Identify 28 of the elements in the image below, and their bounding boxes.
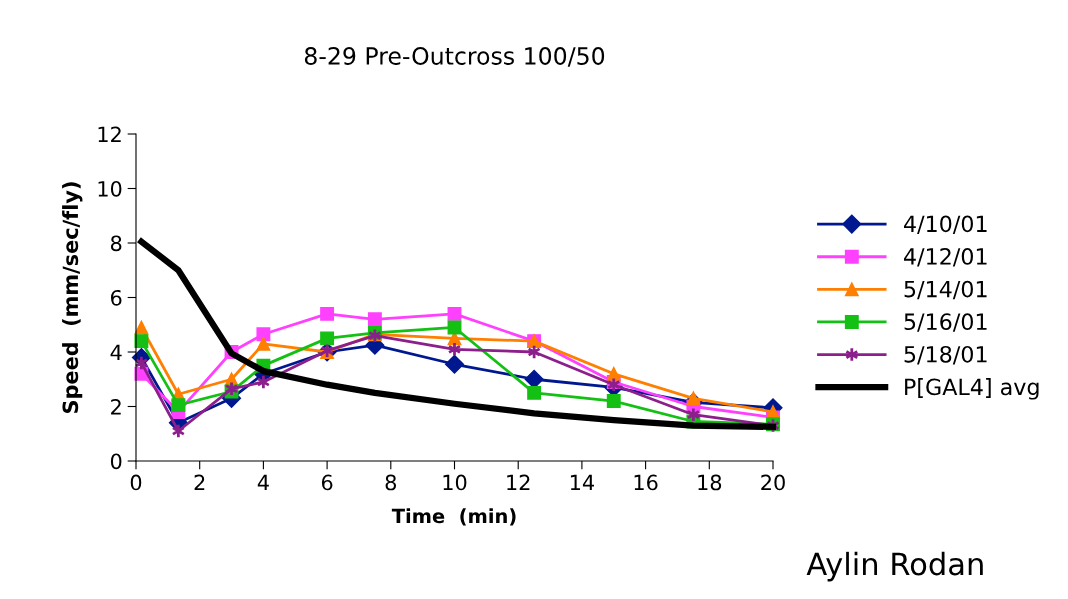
y-tick-label: 0: [110, 453, 122, 470]
x-tick-label: 14: [570, 474, 594, 491]
x-tick-label: 20: [761, 474, 785, 491]
x-tick-label: 16: [634, 474, 658, 491]
y-tick-label: 4: [110, 344, 122, 360]
text: Aylin Rodan: [806, 551, 983, 582]
x-axis-title: Time (min): [391, 508, 516, 526]
legend-label: 5/14/01: [904, 280, 987, 300]
legend-label: 4/10/01: [904, 215, 987, 234]
x-tick-label: 6: [321, 474, 333, 491]
x-tick-label: 18: [698, 474, 722, 491]
y-tick-label: 12: [98, 126, 121, 142]
y-tick-label: 6: [111, 289, 122, 306]
chart-title: 8-29 Pre-Outcross 100/50: [304, 47, 605, 67]
legend-label: 5/18/01: [904, 345, 987, 365]
x-tick-label: 12: [507, 474, 530, 491]
x-tick-label: 2: [194, 474, 205, 491]
y-tick-label: 8: [110, 235, 122, 252]
x-tick-label: 4: [257, 474, 269, 491]
y-tick-label: 10: [98, 180, 122, 197]
legend-label: P[GAL4] avg: [905, 378, 1039, 400]
y-tick-label: 2: [111, 398, 121, 415]
x-tick-label: 10: [443, 474, 467, 491]
legend-label: 4/12/01: [904, 248, 987, 267]
legend-label: 5/16/01: [904, 313, 987, 332]
x-tick-label: 8: [385, 474, 396, 491]
x-tick-label: 0: [130, 474, 142, 491]
y-axis-title: Speed (mm/sec/fly): [62, 182, 83, 413]
